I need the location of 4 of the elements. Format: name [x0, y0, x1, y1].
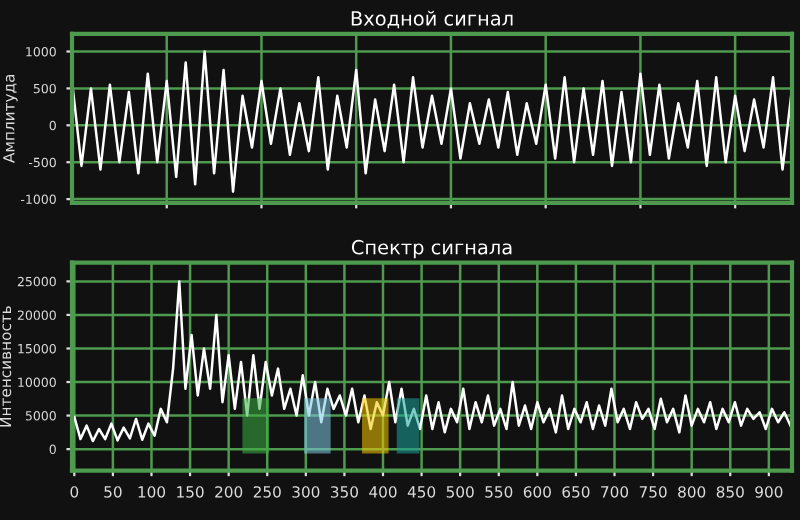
line-series	[72, 50, 792, 193]
chart-title: Входной сигнал	[351, 10, 513, 29]
line-series	[73, 280, 792, 443]
chart-title: Спектр сигнала	[351, 239, 512, 259]
